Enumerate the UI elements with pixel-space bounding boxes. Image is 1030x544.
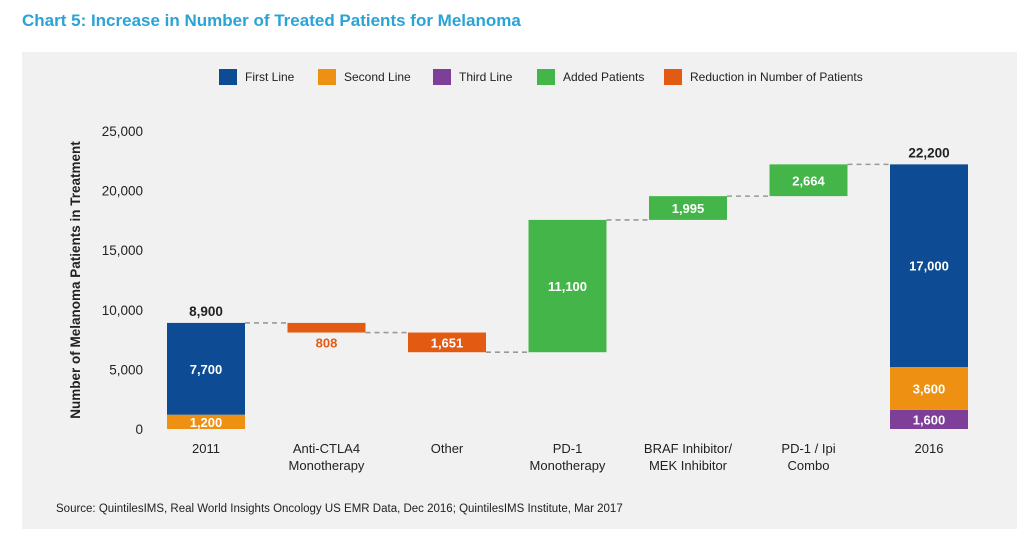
chart-title: Chart 5: Increase in Number of Treated P… bbox=[22, 11, 521, 30]
x-category-label: Other bbox=[431, 441, 464, 456]
x-category-label: MEK Inhibitor bbox=[649, 458, 728, 473]
bar-value-label: 3,600 bbox=[913, 381, 946, 396]
legend-swatch bbox=[664, 69, 682, 85]
bar-segment bbox=[167, 322, 245, 415]
source-note: Source: QuintilesIMS, Real World Insight… bbox=[56, 503, 623, 515]
bar-segment bbox=[769, 164, 848, 197]
chart-panel bbox=[22, 52, 1017, 529]
y-tick-label: 20,000 bbox=[102, 184, 143, 199]
legend-swatch bbox=[318, 69, 336, 85]
bar-segment bbox=[528, 219, 607, 353]
legend-swatch bbox=[537, 69, 555, 85]
bar-value-label: 1,200 bbox=[190, 415, 223, 430]
y-axis-title: Number of Melanoma Patients in Treatment bbox=[68, 141, 83, 419]
bar-value-label: 11,100 bbox=[548, 279, 587, 294]
bar-value-label: 1,995 bbox=[672, 201, 705, 216]
legend-swatch bbox=[219, 69, 237, 85]
bar-value-label: 808 bbox=[316, 336, 338, 351]
bar-value-label: 2,664 bbox=[792, 173, 825, 188]
bar-segment bbox=[649, 196, 727, 220]
x-category-label: Anti-CTLA4 bbox=[293, 441, 360, 456]
bar-value-label: 1,600 bbox=[913, 412, 946, 427]
legend-label: Reduction in Number of Patients bbox=[690, 70, 863, 84]
legend-label: First Line bbox=[245, 70, 295, 84]
y-tick-label: 0 bbox=[135, 422, 143, 437]
x-category-label: PD-1 / Ipi bbox=[781, 441, 835, 456]
bar-value-label: 1,651 bbox=[431, 335, 464, 350]
bar-total-label: 8,900 bbox=[189, 304, 223, 319]
bar-segment bbox=[890, 409, 968, 429]
bar-segment bbox=[890, 164, 968, 368]
bar-segment bbox=[890, 367, 968, 410]
legend-label: Third Line bbox=[459, 70, 513, 84]
bar-value-label: 7,700 bbox=[190, 362, 223, 377]
x-category-label: PD-1 bbox=[553, 441, 583, 456]
x-category-label: 2016 bbox=[915, 441, 944, 456]
legend-label: Second Line bbox=[344, 70, 411, 84]
bar-total-label: 22,200 bbox=[908, 145, 949, 160]
x-category-label: Monotherapy bbox=[530, 458, 606, 473]
x-category-label: Monotherapy bbox=[289, 458, 365, 473]
y-tick-label: 25,000 bbox=[102, 124, 143, 139]
x-category-label: Combo bbox=[788, 458, 830, 473]
legend-label: Added Patients bbox=[563, 70, 644, 84]
bar-segment bbox=[287, 322, 366, 333]
y-tick-label: 15,000 bbox=[102, 243, 143, 258]
x-category-label: BRAF Inhibitor/ bbox=[644, 441, 733, 456]
legend-swatch bbox=[433, 69, 451, 85]
x-category-label: 2011 bbox=[192, 441, 220, 456]
bar-segment bbox=[167, 414, 245, 429]
y-tick-label: 5,000 bbox=[109, 362, 143, 377]
y-tick-label: 10,000 bbox=[102, 303, 143, 318]
bar-segment bbox=[408, 332, 486, 353]
bar-value-label: 17,000 bbox=[909, 259, 949, 274]
